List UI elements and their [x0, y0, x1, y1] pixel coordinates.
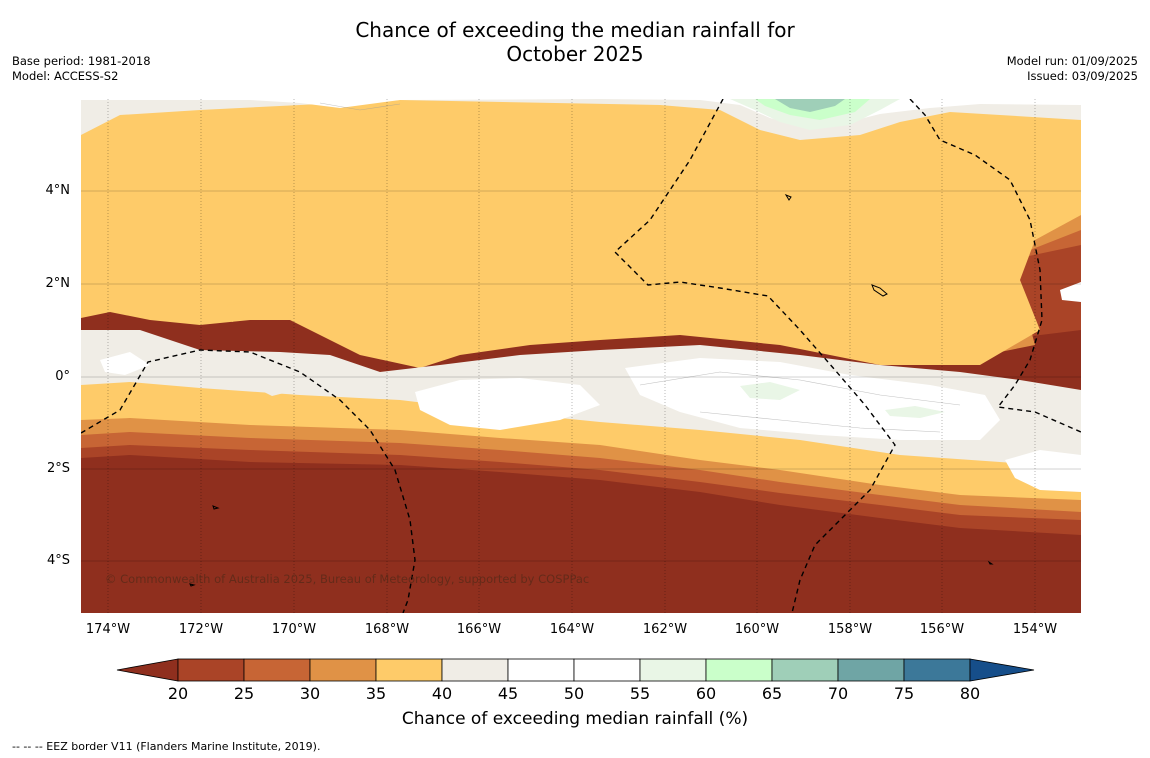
- band-55-60: [730, 99, 945, 418]
- colorbar-seg-30-35: [309, 658, 377, 682]
- colorbar-arrow-above: [969, 658, 1035, 682]
- band-40-45-patch: [260, 378, 288, 396]
- colorbar-arrow-below: [116, 658, 179, 682]
- band-65-70: [775, 99, 845, 112]
- meta-left: Base period: 1981-2018 Model: ACCESS-S2: [12, 54, 151, 84]
- colorbar-seg-55-60: [639, 658, 707, 682]
- colorbar-tick-80: 80: [959, 684, 981, 703]
- colorbar-seg-25-30: [243, 658, 311, 682]
- island-2: [871, 284, 888, 297]
- colorbar-seg-35-40: [375, 658, 443, 682]
- colorbar-seg-45-50: [507, 658, 575, 682]
- map-title-line1: Chance of exceeding the median rainfall …: [355, 18, 795, 42]
- colorbar-tick-50: 50: [563, 684, 585, 703]
- islands: [189, 193, 994, 587]
- map-title: Chance of exceeding the median rainfall …: [0, 18, 1150, 66]
- lon-tick-154w: 154°W: [1012, 622, 1058, 637]
- colorbar-seg-60-65: [705, 658, 773, 682]
- issued-date: Issued: 03/09/2025: [1027, 69, 1138, 83]
- colorbar-seg-20-25: [177, 658, 245, 682]
- island-5: [987, 560, 994, 565]
- colorbar-tick-65: 65: [761, 684, 783, 703]
- colorbar-tick-25: 25: [233, 684, 255, 703]
- island-3: [212, 505, 220, 510]
- lat-gridlines: [81, 190, 1081, 562]
- lon-tick-158w: 158°W: [827, 622, 873, 637]
- lon-tick-174w: 174°W: [85, 622, 131, 637]
- colorbar-seg-40-45: [441, 658, 509, 682]
- lon-tick-166w: 166°W: [456, 622, 502, 637]
- lon-tick-164w: 164°W: [549, 622, 595, 637]
- colorbar-tick-20: 20: [167, 684, 189, 703]
- eez-border: [81, 99, 1081, 613]
- colorbar-tick-30: 30: [299, 684, 321, 703]
- base-period: Base period: 1981-2018: [12, 54, 151, 68]
- eez-legend-note: -- -- -- EEZ border V11 (Flanders Marine…: [12, 740, 321, 753]
- band-45-55: [81, 99, 1081, 492]
- meta-right: Model run: 01/09/2025 Issued: 03/09/2025: [1007, 54, 1138, 84]
- colorbar: [116, 658, 1035, 682]
- colorbar-tick-55: 55: [629, 684, 651, 703]
- lon-tick-168w: 168°W: [364, 622, 410, 637]
- contour-layer: [81, 99, 1081, 613]
- colorbar-tick-60: 60: [695, 684, 717, 703]
- colorbar-tick-45: 45: [497, 684, 519, 703]
- lat-tick-2s: 2°S: [46, 461, 70, 476]
- lon-tick-156w: 156°W: [919, 622, 965, 637]
- colorbar-seg-65-70: [771, 658, 839, 682]
- colorbar-seg-50-55: [573, 658, 641, 682]
- colorbar-tick-75: 75: [893, 684, 915, 703]
- band-35-40: [81, 99, 1081, 500]
- lat-tick-4n: 4°N: [45, 183, 71, 198]
- lon-tick-162w: 162°W: [642, 622, 688, 637]
- lon-tick-170w: 170°W: [271, 622, 317, 637]
- lat-tick-2n: 2°N: [45, 276, 71, 291]
- lon-tick-160w: 160°W: [734, 622, 780, 637]
- island-1: [784, 193, 792, 201]
- lat-tick-4s: 4°S: [46, 553, 70, 568]
- island-4: [189, 583, 196, 587]
- colorbar-tick-35: 35: [365, 684, 387, 703]
- colorbar-seg-75-80: [903, 658, 971, 682]
- lon-tick-172w: 172°W: [178, 622, 224, 637]
- map-title-line2: October 2025: [506, 42, 644, 66]
- colorbar-tick-70: 70: [827, 684, 849, 703]
- band-35-40-patch: [226, 303, 244, 322]
- colorbar-label: Chance of exceeding median rainfall (%): [401, 709, 749, 729]
- model-name: Model: ACCESS-S2: [12, 69, 119, 83]
- colorbar-tick-40: 40: [431, 684, 453, 703]
- colorbar-seg-70-75: [837, 658, 905, 682]
- model-run: Model run: 01/09/2025: [1006, 54, 1138, 68]
- lat-tick-0: 0°: [55, 369, 70, 384]
- copyright-text: © Commonwealth of Australia 2025, Bureau…: [105, 572, 590, 586]
- contour-lines: [319, 102, 961, 433]
